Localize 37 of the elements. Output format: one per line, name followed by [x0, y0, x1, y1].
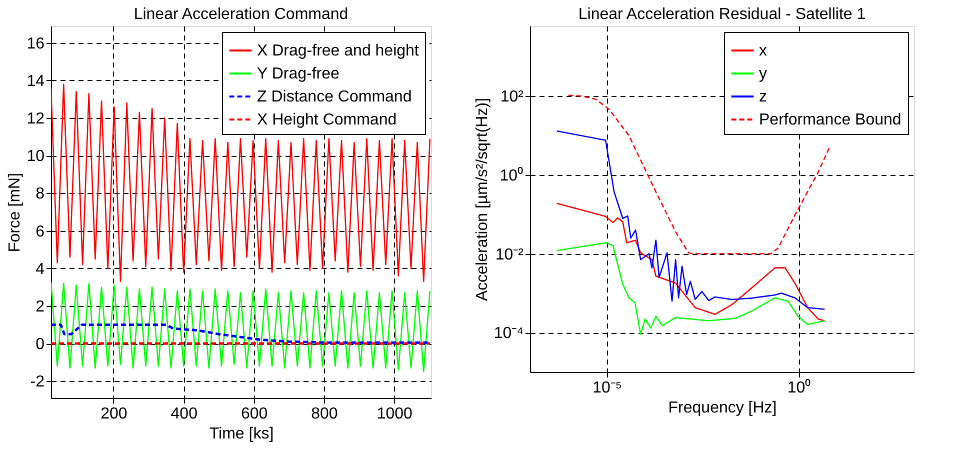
- chart-title: Linear Acceleration Command: [134, 6, 348, 23]
- y-axis-title: Force [mN]: [6, 172, 24, 252]
- y-tick-label: 10⁻²: [495, 246, 524, 264]
- x-tick-label: 800: [311, 406, 338, 422]
- legend-label: y: [759, 66, 767, 82]
- legend-label: X Height Command: [257, 112, 397, 128]
- legend-label: Z Distance Command: [257, 88, 412, 106]
- y-tick-label: 0: [36, 336, 45, 354]
- x-axis-title: Frequency [Hz]: [668, 400, 777, 416]
- y-axis-title: Acceleration [µm/s²/sqrt(Hz)]: [474, 98, 491, 302]
- line-series: [51, 323, 431, 344]
- legend-label: X Drag-free and height: [257, 42, 420, 60]
- x-tick-label: 1000: [376, 406, 413, 422]
- x-axis-title: Time [ks]: [209, 426, 274, 442]
- y-tick-label: 14: [26, 72, 45, 90]
- y-tick-label: 4: [36, 260, 45, 278]
- x-tick-label: 200: [100, 406, 128, 422]
- line-series: [51, 280, 431, 372]
- x-tick-label: 600: [240, 406, 268, 422]
- legend-label: Y Drag-free: [257, 66, 340, 82]
- chart-title: Linear Acceleration Residual - Satellite 1: [578, 6, 866, 23]
- y-tick-label: 10⁰: [500, 166, 524, 184]
- y-tick-label: 10⁻⁴: [494, 325, 524, 342]
- x-tick-label: 10⁻⁵: [592, 380, 622, 396]
- y-tick-label: 10²: [500, 88, 524, 106]
- y-tick-label: 6: [36, 223, 45, 240]
- legend-label: z: [759, 88, 767, 106]
- y-tick-label: 12: [26, 110, 45, 128]
- legend-label: Performance Bound: [759, 112, 902, 128]
- y-tick-label: 8: [36, 186, 45, 203]
- y-tick-label: -2: [30, 374, 45, 391]
- x-tick-label: 400: [170, 406, 198, 422]
- line-series: [51, 84, 431, 282]
- y-tick-label: 2: [36, 298, 45, 316]
- legend-label: x: [759, 42, 767, 60]
- y-tick-label: 16: [26, 35, 45, 52]
- y-tick-label: 10: [26, 148, 45, 166]
